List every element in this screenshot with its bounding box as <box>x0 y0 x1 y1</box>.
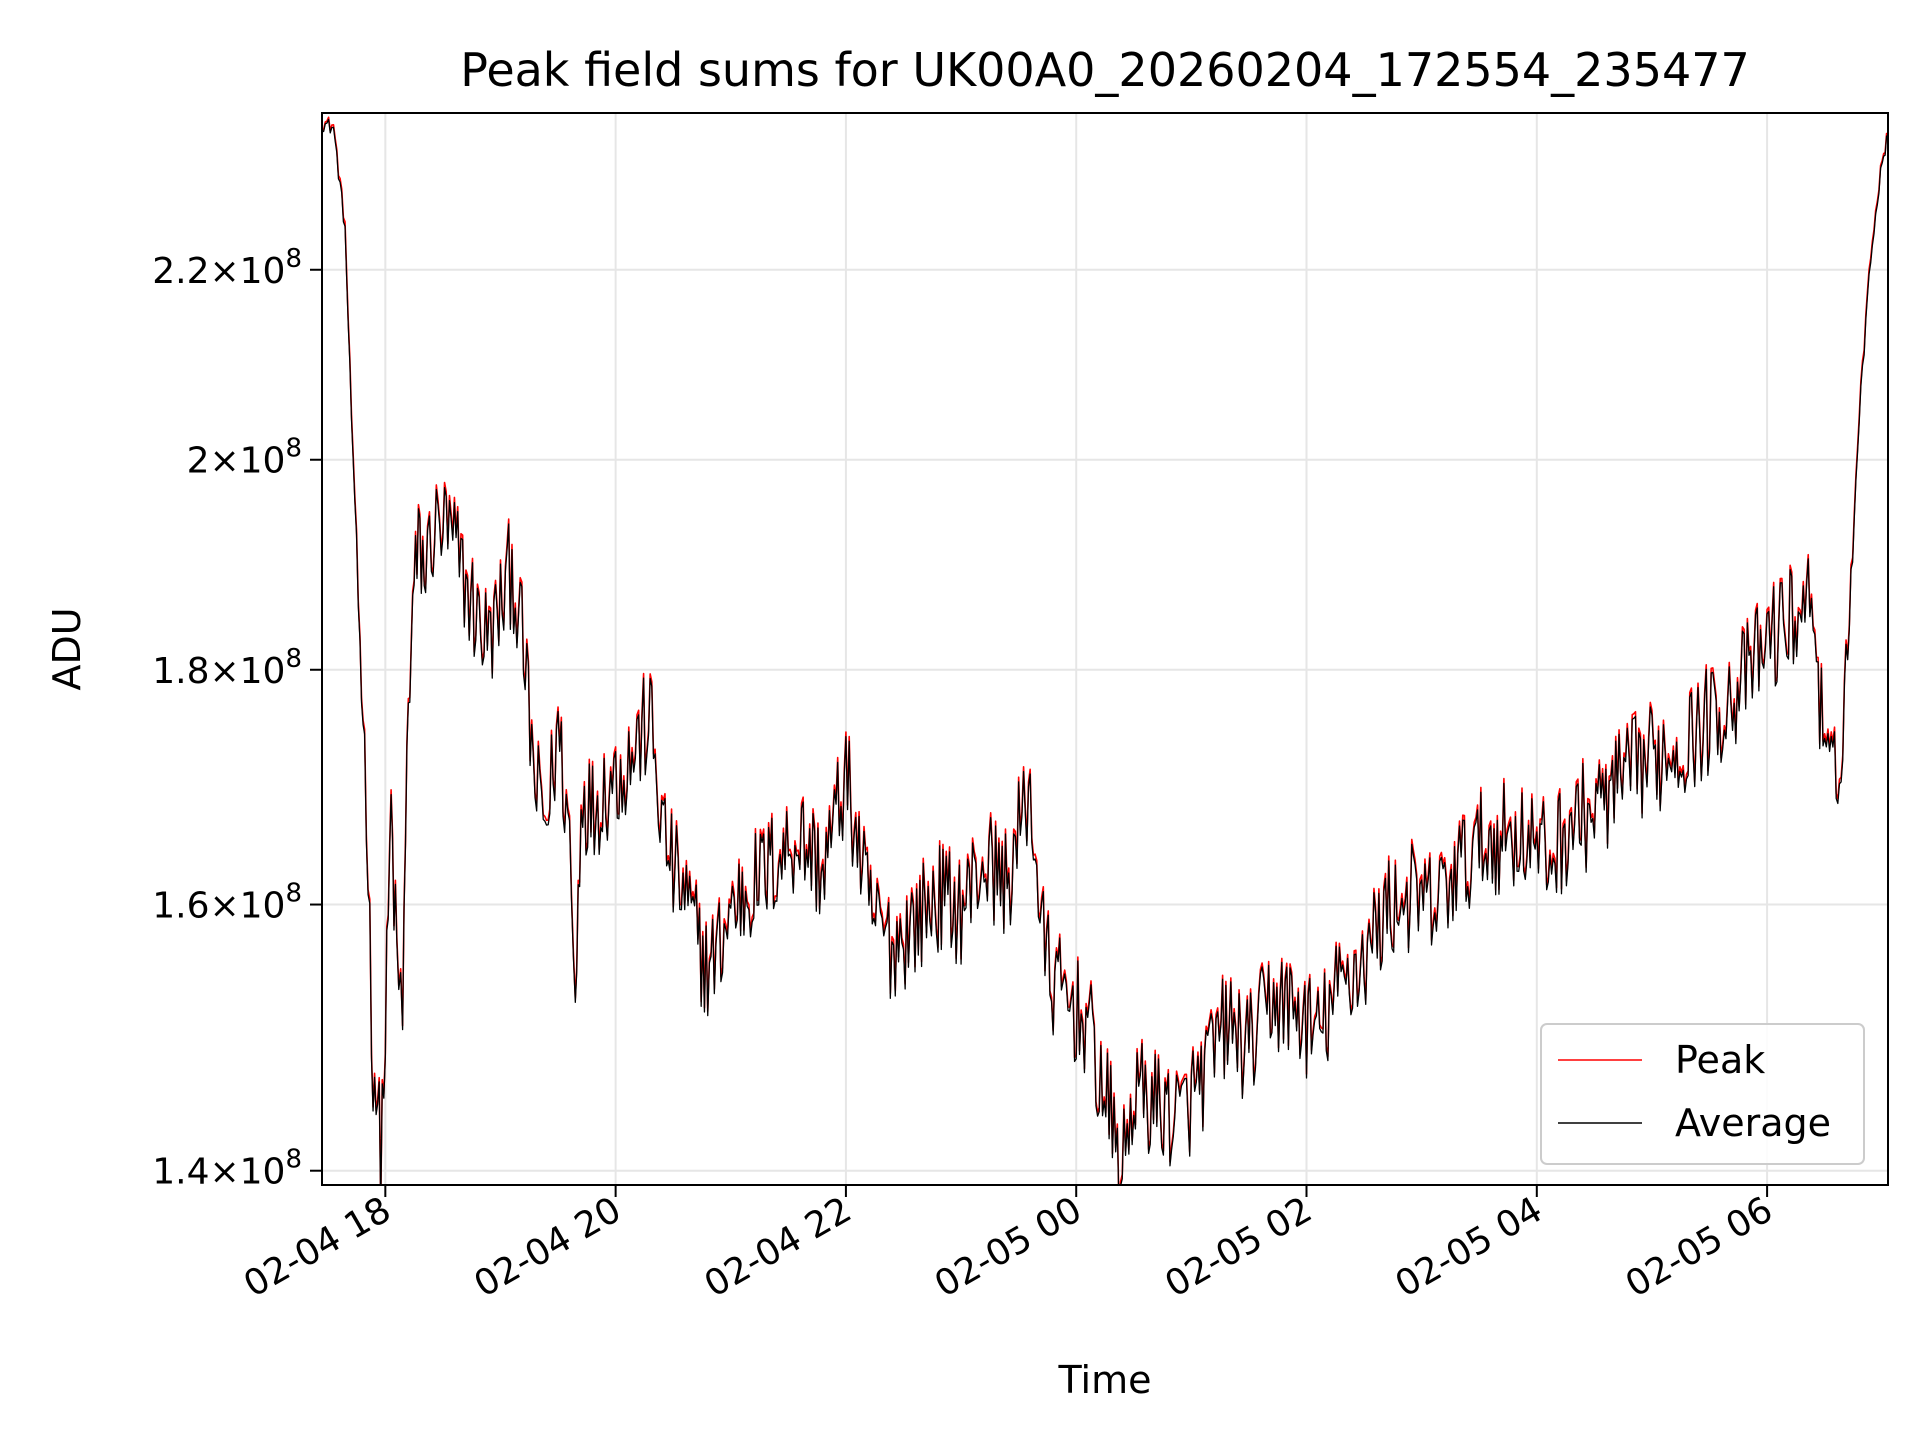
y-tick-label: 1.4×108 <box>152 1145 302 1193</box>
y-tick-label: 2×108 <box>187 434 302 482</box>
plot-frame <box>321 112 1889 1186</box>
y-axis-label: ADU <box>45 607 89 690</box>
legend: Peak Average <box>1540 1023 1865 1165</box>
chart-title: Peak field sums for UK00A0_20260204_1725… <box>460 43 1750 97</box>
x-axis-label: Time <box>1058 1358 1152 1402</box>
grid <box>322 113 1888 1185</box>
y-tick-label: 1.8×108 <box>152 644 302 692</box>
legend-average-label: Average <box>1675 1101 1831 1145</box>
legend-box <box>1540 1023 1865 1165</box>
legend-peak-label: Peak <box>1675 1038 1765 1082</box>
y-axis-ticks: 1.4×108 1.6×108 1.8×108 2×108 2.2×108 <box>152 244 322 1193</box>
y-tick-label: 1.6×108 <box>152 879 302 927</box>
y-tick-label: 2.2×108 <box>152 244 302 292</box>
series-line-average <box>322 118 1888 1185</box>
series-group <box>322 116 1888 1185</box>
